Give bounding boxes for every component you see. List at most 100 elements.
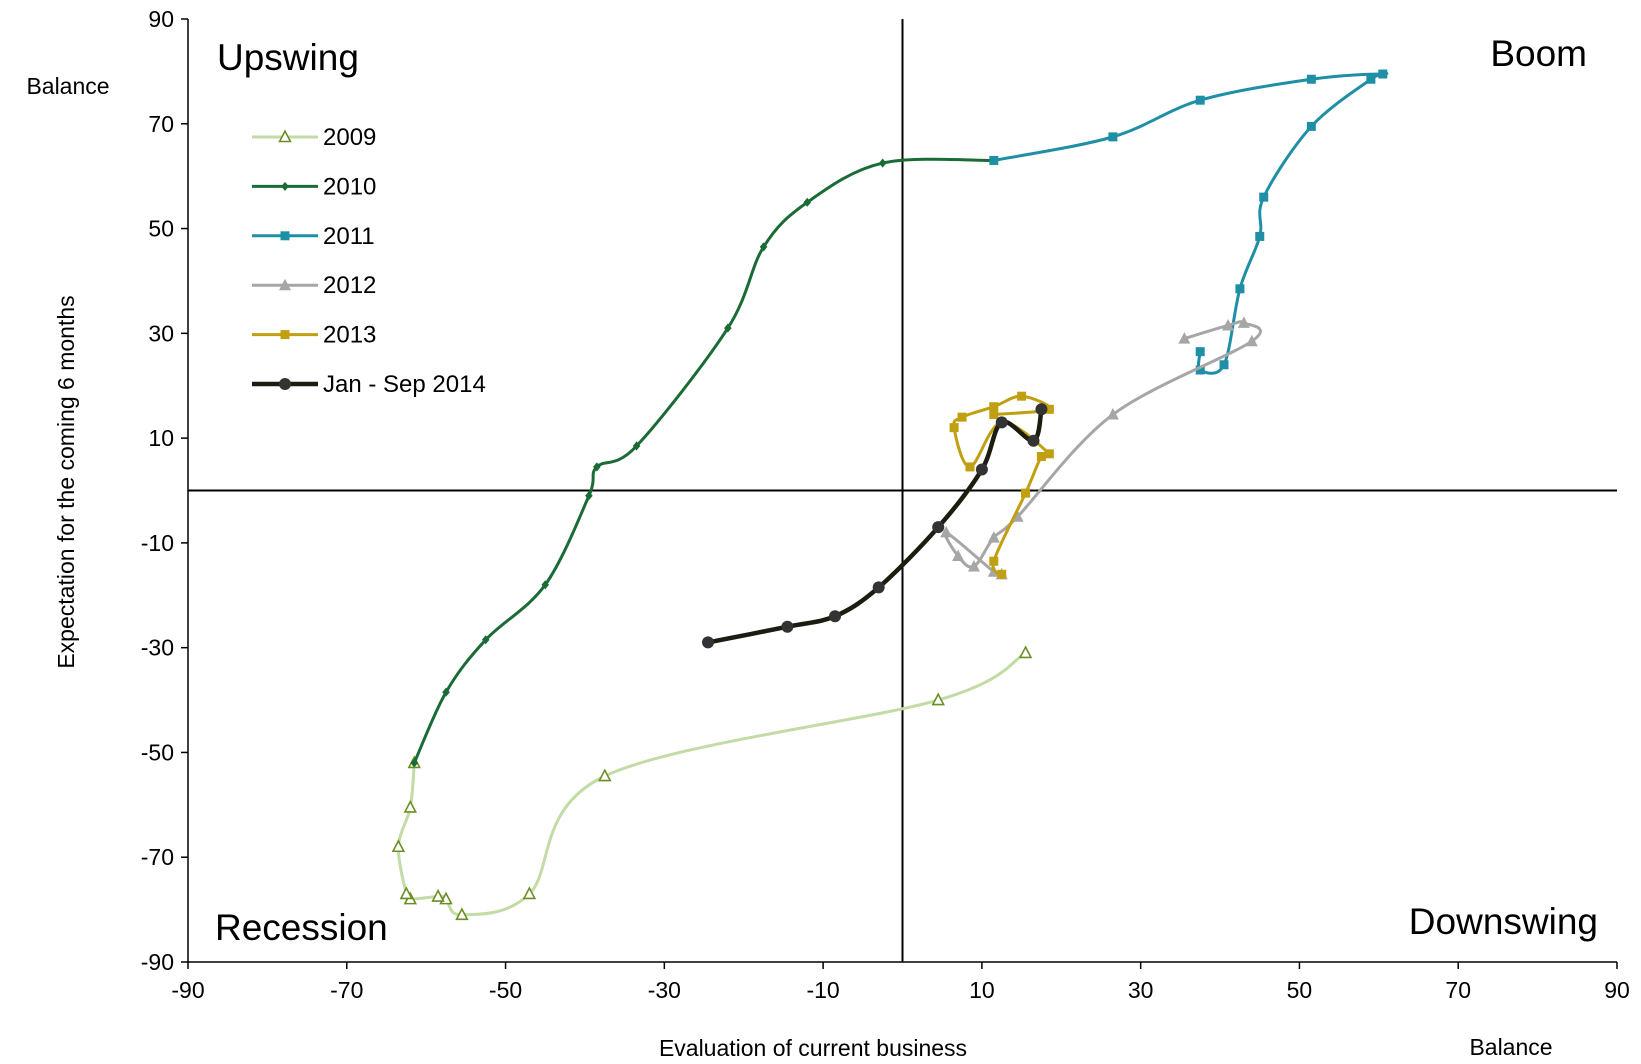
- data-point-2011: [1255, 231, 1265, 241]
- series-2011: [989, 69, 1389, 375]
- data-point-2013: [949, 423, 959, 433]
- y-tick-label: -70: [141, 844, 174, 870]
- y-tick-label: -30: [141, 635, 174, 661]
- data-point-2013: [1044, 404, 1054, 414]
- data-point-2010: [593, 462, 601, 472]
- x-tick-label: 10: [969, 977, 995, 1003]
- legend-marker-2012: [279, 278, 291, 291]
- data-point-2013: [1044, 449, 1054, 459]
- data-point-2012: [1106, 408, 1119, 420]
- data-point-2010: [759, 242, 768, 252]
- data-point-2010: [724, 323, 732, 333]
- legend-label-2009: 2009: [323, 124, 376, 151]
- data-point-2009: [455, 907, 469, 921]
- zero-axis-lines: [188, 19, 1617, 962]
- data-point-2013: [989, 556, 999, 566]
- y-tick-label: 70: [148, 111, 174, 137]
- data-point-2010: [632, 441, 641, 451]
- x-axis-unit-label: Balance: [1469, 1034, 1552, 1060]
- quadrant-label-recession: Recession: [215, 907, 388, 948]
- series-line-jan-sep-2014: [705, 407, 1044, 645]
- data-point-2012: [940, 525, 953, 538]
- data-point-2012: [967, 559, 980, 572]
- data-point-2010: [541, 580, 550, 590]
- legend-item-2010: 2010: [252, 173, 376, 200]
- data-point-2011: [1219, 360, 1229, 370]
- legend-label-jan-sep-2014: Jan - Sep 2014: [323, 371, 486, 398]
- data-point-2009: [522, 886, 537, 900]
- legend-marker-2011: [280, 231, 290, 241]
- data-point-jan-sep-2014: [701, 636, 714, 649]
- data-point-2012: [1178, 332, 1191, 344]
- data-point-2010: [442, 687, 450, 697]
- data-point-2012: [987, 531, 1000, 543]
- data-point-2011: [1306, 74, 1316, 84]
- data-point-2009: [399, 886, 414, 900]
- quadrant-label-boom: Boom: [1490, 33, 1587, 74]
- quadrant-label-downswing: Downswing: [1409, 901, 1598, 942]
- legend-label-2011: 2011: [323, 223, 375, 250]
- series-2012: [940, 316, 1262, 580]
- data-point-2013: [997, 569, 1007, 579]
- series-line-2010: [412, 157, 996, 765]
- data-point-2011: [1195, 95, 1205, 105]
- x-tick-label: 50: [1287, 977, 1313, 1003]
- data-point-2011: [1108, 132, 1118, 142]
- data-point-2013: [957, 412, 967, 422]
- y-axis-unit-label: Balance: [26, 73, 109, 99]
- series-2009: [391, 645, 1033, 921]
- data-point-2013: [989, 402, 999, 412]
- data-point-jan-sep-2014: [1027, 434, 1040, 447]
- legend-marker-2010: [281, 181, 289, 191]
- data-point-2009: [431, 888, 445, 902]
- data-point-2011: [1306, 121, 1316, 131]
- data-point-2011: [1235, 284, 1245, 294]
- data-point-2011: [1378, 69, 1388, 79]
- data-point-jan-sep-2014: [781, 620, 794, 633]
- data-point-2013: [989, 410, 999, 420]
- legend-item-2011: 2011: [252, 223, 375, 250]
- data-point-jan-sep-2014: [975, 463, 988, 476]
- legend: 2009 2010 2011 2012 2013 Jan - Sep 2014: [252, 124, 486, 398]
- data-point-2009: [391, 839, 406, 853]
- data-point-2009: [931, 692, 945, 706]
- y-axis-title: Expectation for the coming 6 months: [53, 295, 79, 668]
- data-point-2012: [952, 549, 965, 561]
- data-point-2013: [1036, 451, 1046, 461]
- legend-item-2009: 2009: [252, 124, 376, 151]
- y-tick-label: -50: [141, 739, 174, 765]
- data-point-2011: [1259, 192, 1269, 202]
- y-tick-label: 10: [148, 425, 174, 451]
- legend-item-2013: 2013: [252, 322, 376, 349]
- quadrant-label-upswing: Upswing: [217, 37, 359, 78]
- data-point-2009: [1018, 645, 1033, 659]
- data-point-2010: [878, 158, 887, 168]
- data-point-jan-sep-2014: [995, 416, 1008, 429]
- data-point-2010: [803, 197, 812, 207]
- data-point-2010: [410, 758, 419, 768]
- data-point-2011: [989, 155, 999, 165]
- data-point-2013: [965, 462, 975, 472]
- x-axis-ticks: -90 -70 -50 -30 -10 10 30 50 70 90: [171, 962, 1630, 1003]
- legend-marker-2009: [278, 129, 292, 143]
- data-point-2011: [1195, 347, 1205, 357]
- data-point-jan-sep-2014: [1035, 403, 1048, 416]
- x-tick-label: -10: [806, 977, 839, 1003]
- series-layer: [391, 69, 1389, 921]
- x-tick-label: -50: [489, 977, 522, 1003]
- x-tick-label: -70: [330, 977, 363, 1003]
- data-point-2012: [1221, 318, 1234, 331]
- x-tick-label: 70: [1445, 977, 1471, 1003]
- legend-marker-2013: [280, 330, 290, 340]
- data-point-jan-sep-2014: [829, 610, 842, 623]
- data-point-2012: [1245, 334, 1258, 347]
- x-tick-label: -90: [171, 977, 204, 1003]
- data-point-2011: [1195, 365, 1205, 375]
- legend-label-2012: 2012: [323, 272, 376, 299]
- data-point-2009: [403, 799, 418, 813]
- data-point-2013: [1017, 391, 1027, 401]
- data-point-2012: [1237, 316, 1250, 328]
- y-tick-label: -10: [141, 530, 174, 556]
- y-axis-ticks: -90 -70 -50 -30 -10 10 30 50 70 90: [141, 6, 188, 975]
